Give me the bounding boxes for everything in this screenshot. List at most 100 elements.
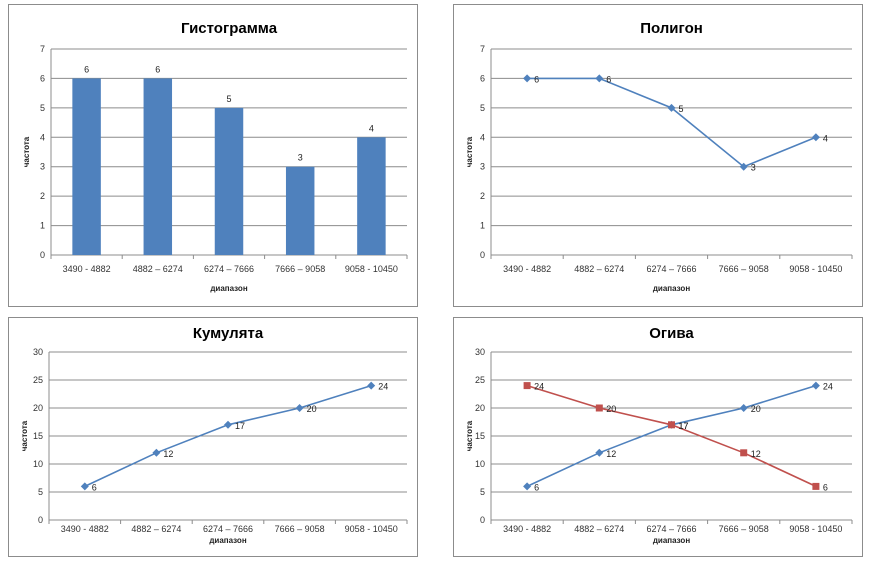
bar	[214, 107, 244, 255]
data-label: 24	[823, 382, 833, 392]
y-tick-label: 0	[40, 250, 45, 260]
data-label: 20	[751, 404, 761, 414]
data-label: 6	[534, 74, 539, 84]
x-tick-label: 9058 - 10450	[789, 524, 842, 534]
data-label: 17	[679, 421, 689, 431]
x-tick-label: 6274 – 7666	[204, 264, 254, 274]
data-point	[668, 421, 675, 429]
data-label: 24	[534, 382, 544, 392]
data-point	[152, 448, 161, 457]
y-tick-label: 20	[33, 403, 43, 413]
x-tick-label: 7666 – 9058	[719, 524, 769, 534]
y-axis-label: частота	[20, 420, 29, 451]
data-point	[224, 420, 232, 429]
x-tick-label: 4882 – 6274	[574, 524, 624, 534]
y-tick-label: 10	[33, 459, 43, 469]
data-label: 24	[378, 382, 388, 392]
data-point	[80, 482, 89, 491]
x-tick-label: 3490 - 4882	[61, 524, 109, 534]
data-label: 20	[307, 404, 317, 414]
data-point	[739, 404, 748, 412]
x-tick-label: 7666 – 9058	[719, 264, 769, 274]
ogive-chart: Огива 0 5 10 15 20 25 30 3490 - 4882 4882 – 6274 6…	[465, 325, 853, 545]
y-tick-label: 20	[475, 403, 485, 413]
data-label: 12	[163, 449, 173, 459]
y-tick-label: 6	[480, 73, 485, 83]
y-tick-label: 7	[480, 44, 485, 54]
cumulative-panel: Кумулята 0 5 10 15 20 25 30 3490 - 4882 4882 – 62…	[8, 317, 418, 557]
data-label: 20	[606, 404, 616, 414]
bar	[285, 166, 315, 255]
y-tick-label: 15	[475, 431, 485, 441]
data-label: 4	[823, 133, 828, 143]
polygon-chart: Полигон 0 1 2 3 4 5 6 7 3490 - 4882 4882 – 6274 627…	[465, 20, 853, 293]
x-tick-label: 9058 - 10450	[345, 524, 398, 534]
data-label: 12	[751, 449, 761, 459]
x-tick-label: 7666 – 9058	[275, 264, 325, 274]
y-tick-label: 7	[40, 44, 45, 54]
data-label: 4	[369, 123, 374, 133]
data-label: 5	[226, 94, 231, 104]
bar	[72, 78, 101, 255]
data-label: 6	[823, 482, 828, 492]
data-point	[739, 162, 748, 171]
y-tick-label: 1	[40, 221, 45, 231]
y-tick-label: 3	[40, 162, 45, 172]
y-tick-label: 5	[40, 103, 45, 113]
bar	[143, 78, 173, 255]
x-axis-label: диапазон	[653, 284, 690, 293]
y-tick-label: 0	[480, 515, 485, 525]
y-tick-label: 3	[480, 162, 485, 172]
x-tick-label: 3490 - 4882	[503, 264, 551, 274]
data-point	[367, 381, 376, 390]
data-label: 6	[534, 482, 539, 492]
y-tick-label: 10	[475, 459, 485, 469]
data-point	[811, 381, 820, 390]
y-tick-label: 25	[33, 375, 43, 385]
x-tick-label: 6274 – 7666	[646, 264, 696, 274]
data-label: 17	[235, 421, 245, 431]
y-axis-label: частота	[465, 420, 474, 451]
y-tick-label: 4	[480, 132, 485, 142]
y-tick-label: 4	[40, 132, 45, 142]
x-tick-label: 6274 – 7666	[203, 524, 253, 534]
data-point	[595, 74, 604, 83]
data-point	[595, 448, 604, 457]
y-axis-label: частота	[465, 136, 474, 167]
data-point	[595, 404, 603, 412]
x-axis-label: диапазон	[653, 536, 690, 545]
x-tick-label: 6274 – 7666	[646, 524, 696, 534]
data-point	[812, 482, 820, 490]
data-point	[740, 449, 748, 457]
y-tick-label: 1	[480, 221, 485, 231]
x-tick-label: 9058 - 10450	[789, 264, 842, 274]
y-tick-label: 5	[480, 103, 485, 113]
data-point	[523, 74, 532, 83]
data-point	[667, 103, 676, 112]
y-tick-label: 30	[475, 347, 485, 357]
bar	[357, 137, 386, 255]
data-label: 17	[679, 421, 689, 431]
y-axis-label: частота	[22, 136, 31, 167]
data-point	[523, 382, 531, 390]
y-tick-label: 2	[480, 191, 485, 201]
data-label: 6	[84, 64, 89, 74]
cumulative-chart: Кумулята 0 5 10 15 20 25 30 3490 - 4882 4882 – 62…	[20, 325, 408, 545]
x-tick-label: 9058 - 10450	[345, 264, 398, 274]
data-label: 6	[155, 64, 160, 74]
x-tick-label: 7666 – 9058	[275, 524, 325, 534]
x-tick-label: 4882 – 6274	[131, 524, 181, 534]
y-tick-label: 2	[40, 191, 45, 201]
chart-title: Огива	[649, 325, 694, 342]
data-label: 6	[606, 74, 611, 84]
series-line	[527, 77, 817, 168]
x-tick-label: 3490 - 4882	[63, 264, 111, 274]
y-tick-label: 5	[38, 487, 43, 497]
y-tick-label: 0	[38, 515, 43, 525]
x-tick-label: 4882 – 6274	[133, 264, 183, 274]
histogram-chart: Гистограмма 0 1 2 3 4 5 6 7 3490 - 4882 4882 – 627…	[22, 20, 408, 293]
data-label: 3	[751, 163, 756, 173]
ogive-panel: Огива 0 5 10 15 20 25 30 3490 - 4882 4882 – 6274 6…	[453, 317, 863, 557]
data-label: 12	[606, 449, 616, 459]
x-axis-label: диапазон	[209, 536, 246, 545]
